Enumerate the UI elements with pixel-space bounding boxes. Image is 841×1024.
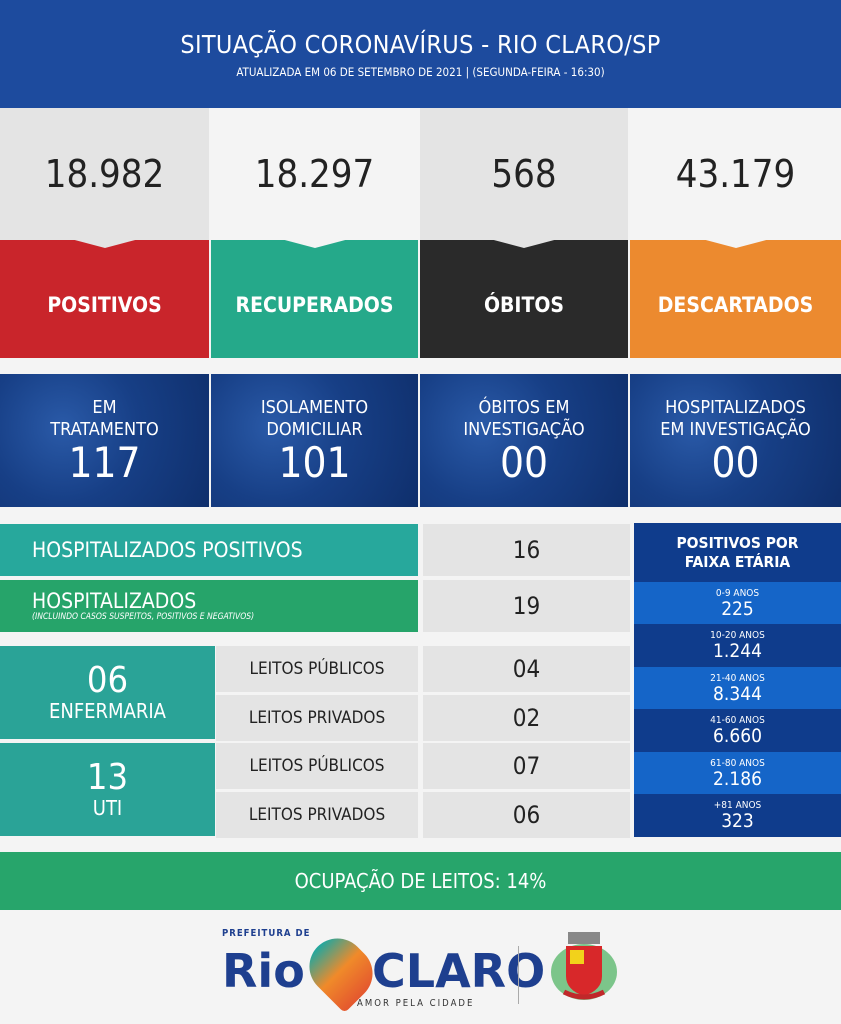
- logo-top: PREFEITURA DE: [222, 928, 311, 939]
- tile-value: 101: [278, 437, 351, 487]
- status-tile: HOSPITALIZADOS EM INVESTIGAÇÃO 00: [630, 374, 841, 507]
- tile-value: 117: [68, 437, 141, 487]
- hospitalizados-value: 19: [423, 580, 630, 632]
- bed-type-label: LEITOS PRIVADOS: [216, 792, 418, 838]
- age-group-row: 0-9 ANOS 225: [634, 582, 841, 625]
- page-title: SITUAÇÃO CORONAVÍRUS - RIO CLARO/SP: [180, 29, 661, 59]
- tile-label: EM: [92, 396, 117, 418]
- ocupacao-leitos: OCUPAÇÃO DE LEITOS: 14%: [0, 852, 841, 910]
- uti-total: 13: [86, 756, 129, 798]
- age-range: +81 ANOS: [713, 800, 762, 811]
- bed-count: 06: [423, 792, 630, 838]
- tile-label: ÓBITOS EM: [478, 396, 570, 418]
- age-count: 225: [721, 598, 754, 620]
- bed-type-label: LEITOS PRIVADOS: [216, 695, 418, 741]
- age-count: 2.186: [713, 767, 762, 790]
- age-range: 21-40 ANOS: [710, 672, 765, 684]
- summary-value: 43.179: [630, 108, 841, 240]
- label-text: HOSPITALIZADOS POSITIVOS: [32, 538, 303, 562]
- bed-type-label: LEITOS PÚBLICOS: [216, 646, 418, 692]
- summary-label: ÓBITOS: [483, 293, 565, 317]
- pointer-notch: [701, 239, 770, 248]
- logo-claro: CLARO: [372, 944, 546, 998]
- summary-label-band: ÓBITOS: [420, 239, 628, 358]
- summary-value: 18.982: [0, 108, 209, 240]
- age-range: 61-80 ANOS: [710, 757, 765, 769]
- pointer-notch: [70, 239, 139, 248]
- summary-label: POSITIVOS: [47, 293, 162, 317]
- footer: PREFEITURA DE Rio CLARO AMOR PELA CIDADE: [0, 910, 841, 1024]
- tile-value: 00: [711, 437, 760, 487]
- uti-box: 13 UTI: [0, 743, 215, 836]
- age-group-row: 10-20 ANOS 1.244: [634, 624, 841, 668]
- tile-value: 00: [499, 437, 549, 487]
- summary-label-band: DESCARTADOS: [630, 239, 841, 358]
- age-group-row: 61-80 ANOS 2.186: [634, 751, 841, 795]
- age-group-row: +81 ANOS 323: [634, 794, 841, 837]
- status-tile: ISOLAMENTO DOMICILIAR 101: [211, 374, 418, 507]
- tile-label: EM INVESTIGAÇÃO: [660, 418, 811, 440]
- age-count: 323: [721, 810, 754, 832]
- age-range: 41-60 ANOS: [710, 715, 765, 727]
- age-range: 10-20 ANOS: [710, 630, 765, 642]
- coat-of-arms-icon: [548, 930, 620, 1002]
- age-count: 1.244: [713, 640, 762, 663]
- enfermaria-label: ENFERMARIA: [49, 698, 166, 723]
- status-tile: EM TRATAMENTO 117: [0, 374, 209, 507]
- logo-tagline: AMOR PELA CIDADE: [357, 998, 475, 1009]
- age-group-row: 21-40 ANOS 8.344: [634, 666, 841, 710]
- enfermaria-total: 06: [86, 659, 129, 701]
- prefeitura-logo: PREFEITURA DE Rio CLARO AMOR PELA CIDADE: [222, 926, 545, 1014]
- label-text: HOSPITALIZADOS: [32, 589, 197, 613]
- bed-count: 02: [423, 695, 630, 741]
- summary-label: DESCARTADOS: [657, 293, 814, 317]
- enfermaria-box: 06 ENFERMARIA: [0, 646, 215, 739]
- bed-type-label: LEITOS PÚBLICOS: [216, 743, 418, 789]
- age-count: 8.344: [713, 682, 762, 705]
- hospitalizados-positivos-label: HOSPITALIZADOS POSITIVOS: [0, 524, 418, 576]
- label-note: (INCLUINDO CASOS SUSPEITOS, POSITIVOS E …: [32, 612, 255, 622]
- tile-label: ISOLAMENTO: [260, 396, 369, 418]
- age-group-row: 41-60 ANOS 6.660: [634, 709, 841, 753]
- summary-value: 568: [420, 108, 628, 240]
- title-line: POSITIVOS POR: [676, 533, 799, 552]
- divider: [518, 946, 519, 1004]
- summary-label: RECUPERADOS: [235, 293, 394, 317]
- title-line: FAIXA ETÁRIA: [684, 552, 791, 571]
- summary-label-band: RECUPERADOS: [211, 239, 418, 358]
- tile-label: INVESTIGAÇÃO: [463, 418, 585, 440]
- tile-label: TRATAMENTO: [50, 418, 159, 440]
- header: SITUAÇÃO CORONAVÍRUS - RIO CLARO/SP ATUA…: [0, 0, 841, 108]
- hospitalizados-label: HOSPITALIZADOS (INCLUINDO CASOS SUSPEITO…: [0, 580, 418, 632]
- pointer-notch: [280, 239, 349, 248]
- hospitalizados-positivos-value: 16: [423, 524, 630, 576]
- summary-value: 18.297: [211, 108, 418, 240]
- pointer-notch: [490, 239, 558, 248]
- status-tile: ÓBITOS EM INVESTIGAÇÃO 00: [420, 374, 628, 507]
- tile-label: DOMICILIAR: [266, 418, 363, 440]
- tile-label: HOSPITALIZADOS: [665, 396, 806, 418]
- logo-rio: Rio: [222, 944, 305, 998]
- age-count: 6.660: [713, 725, 762, 748]
- update-subtitle: ATUALIZADA EM 06 DE SETEMBRO DE 2021 | (…: [236, 64, 605, 79]
- age-range: 0-9 ANOS: [715, 588, 760, 599]
- bed-count: 07: [423, 743, 630, 789]
- bed-count: 04: [423, 646, 630, 692]
- age-panel-title: POSITIVOS POR FAIXA ETÁRIA: [634, 523, 841, 582]
- summary-label-band: POSITIVOS: [0, 239, 209, 358]
- uti-label: UTI: [92, 795, 123, 820]
